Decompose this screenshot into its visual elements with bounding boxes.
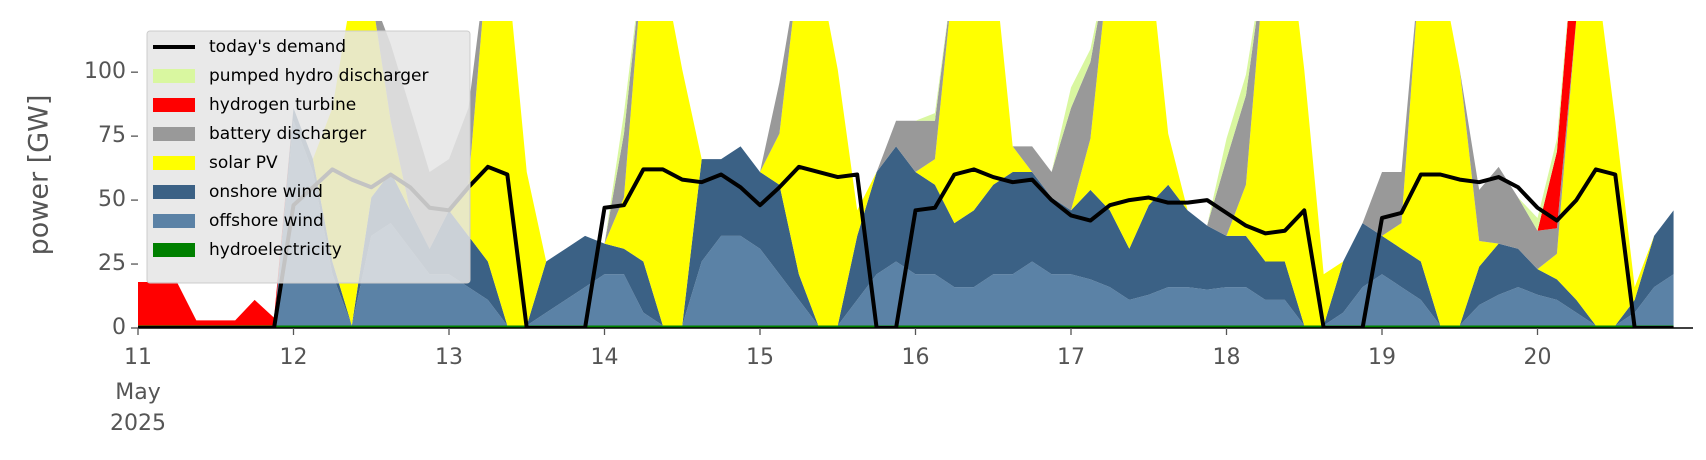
legend-swatch [153, 127, 195, 141]
legend-label: solar PV [209, 153, 278, 173]
legend-label: hydroelectricity [209, 240, 342, 260]
legend-label: today's demand [209, 37, 346, 57]
x-tick-label: 16 [902, 345, 930, 370]
x-date-label: 2025 [110, 411, 166, 436]
legend-swatch [153, 214, 195, 228]
area [138, 21, 1674, 326]
legend-label: offshore wind [209, 211, 324, 231]
legend: today's demand pumped hydro discharger hyd… [146, 30, 471, 284]
legend-swatch [153, 156, 195, 170]
legend-swatch [153, 69, 195, 83]
y-tick-label: 50 [98, 187, 126, 212]
y-tick-label: 25 [98, 251, 126, 276]
x-tick-label: 18 [1213, 345, 1241, 370]
legend-swatch [153, 185, 195, 199]
x-date-label: May [115, 380, 160, 405]
legend-label: onshore wind [209, 182, 323, 202]
x-tick-label: 19 [1368, 345, 1396, 370]
area [138, 120, 1674, 326]
x-tick-label: 14 [591, 345, 619, 370]
x-tick-label: 13 [435, 345, 463, 370]
x-tick-label: 20 [1524, 345, 1552, 370]
area [138, 107, 1674, 326]
axes: 0 25 50 75 100 11 12 13 14 15 16 17 18 19 20 May 2025 [84, 59, 1693, 436]
legend-box [146, 30, 471, 284]
legend-label: pumped hydro discharger [209, 66, 428, 86]
x-tick-label: 12 [280, 345, 308, 370]
legend-swatch [153, 98, 195, 112]
y-tick-label: 75 [98, 123, 126, 148]
x-tick-label: 15 [746, 345, 774, 370]
legend-label: hydrogen turbine [209, 95, 356, 115]
y-tick-label: 0 [112, 315, 126, 340]
x-tick-label: 17 [1057, 345, 1085, 370]
y-tick-label: 100 [84, 59, 126, 84]
legend-swatch [153, 243, 195, 257]
y-axis-label: power [GW] [24, 95, 55, 256]
legend-label: battery discharger [209, 124, 366, 144]
x-tick-label: 11 [124, 345, 152, 370]
